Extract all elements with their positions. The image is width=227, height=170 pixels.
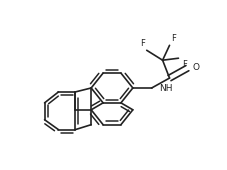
Text: F: F (183, 60, 187, 69)
Text: F: F (172, 34, 176, 43)
Text: F: F (140, 39, 145, 48)
Text: NH: NH (159, 84, 172, 94)
Text: O: O (192, 63, 199, 72)
